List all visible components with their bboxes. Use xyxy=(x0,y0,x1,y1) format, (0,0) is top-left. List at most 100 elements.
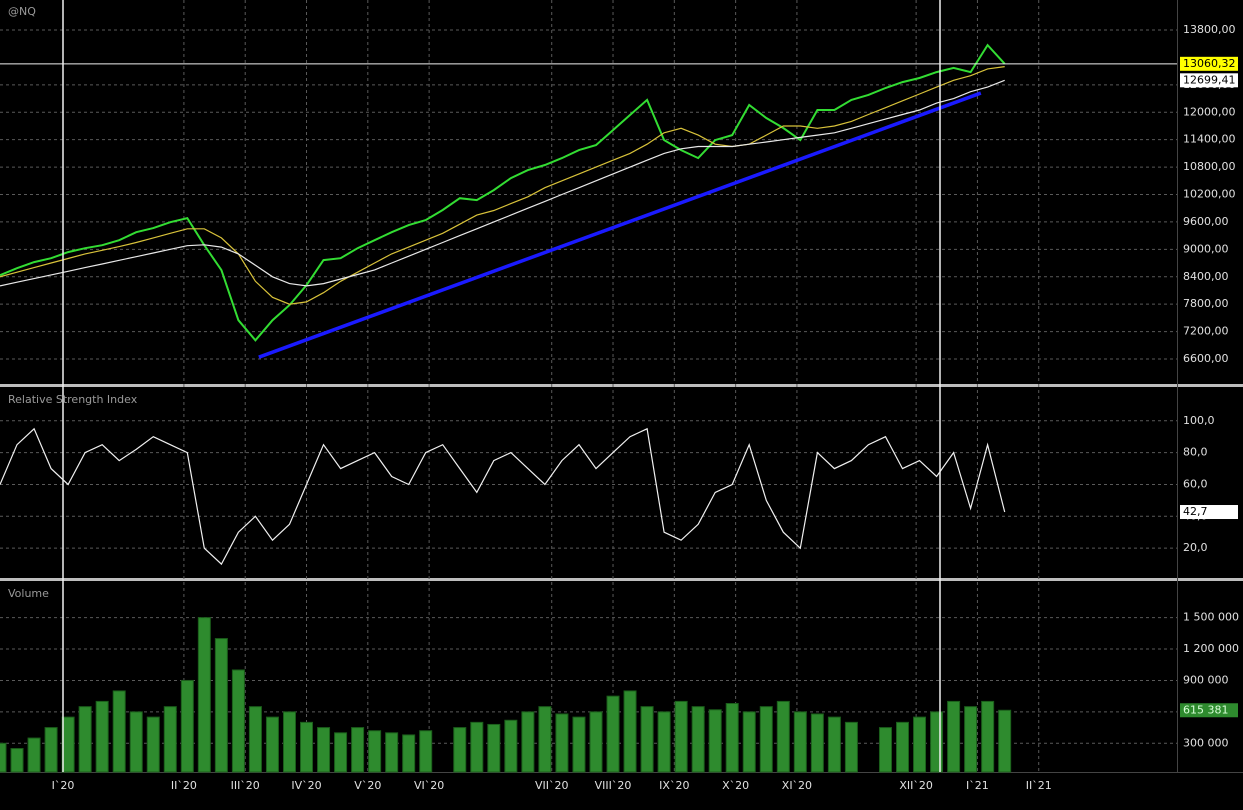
volume-bar xyxy=(793,711,807,773)
volume-bar xyxy=(487,723,501,773)
panel-title: Volume xyxy=(8,587,49,600)
y-tick-label: 9000,00 xyxy=(1183,242,1229,255)
y-tick-label: 100,0 xyxy=(1183,414,1215,427)
y-tick-label: 80,0 xyxy=(1183,446,1208,459)
volume-bar xyxy=(521,711,535,773)
series-line xyxy=(0,79,1005,287)
x-tick-label: XII`20 xyxy=(899,779,933,792)
volume-bar xyxy=(776,700,790,773)
volume-bar xyxy=(214,638,228,773)
volume-bar xyxy=(61,716,75,773)
volume-bar xyxy=(146,716,160,773)
x-tick-label: VII`20 xyxy=(535,779,569,792)
volume-bar xyxy=(657,711,671,773)
last-value-label: 42,7 xyxy=(1183,505,1208,518)
volume-bar xyxy=(606,695,620,773)
y-tick-label: 8400,00 xyxy=(1183,270,1229,283)
marks-layer xyxy=(0,43,1177,773)
volume-bar xyxy=(947,700,961,773)
volume-bar xyxy=(368,730,382,773)
last-value-box xyxy=(1180,56,1238,71)
volume-bar xyxy=(27,737,41,773)
volume-bar xyxy=(317,727,331,773)
volume-bar xyxy=(180,679,194,773)
x-tick-label: V`20 xyxy=(354,779,381,792)
volume-bar xyxy=(878,727,892,773)
y-tick-label: 9600,00 xyxy=(1183,215,1229,228)
y-tick-label: 300 000 xyxy=(1183,736,1229,749)
last-value-label: 12699,41 xyxy=(1183,73,1236,86)
x-tick-label: VI`20 xyxy=(414,779,444,792)
volume-bar xyxy=(300,721,314,773)
x-tick-label: IX`20 xyxy=(659,779,689,792)
volume-bar xyxy=(453,727,467,773)
volume-bar xyxy=(163,706,177,773)
y-tick-label: 10200,00 xyxy=(1183,188,1236,201)
volume-bar xyxy=(759,706,773,773)
volume-bar xyxy=(589,711,603,773)
y-tick-label: 20,0 xyxy=(1183,541,1208,554)
x-tick-label: VIII`20 xyxy=(595,779,632,792)
volume-bar xyxy=(95,700,109,773)
volume-bar xyxy=(231,669,245,773)
volume-bar xyxy=(282,711,296,773)
volume-bar xyxy=(998,709,1012,773)
y-tick-label: 7200,00 xyxy=(1183,325,1229,338)
series-line xyxy=(0,66,1005,305)
volume-bar xyxy=(555,713,569,773)
volume-bar xyxy=(419,730,433,773)
y-tick-label: 11400,00 xyxy=(1183,133,1236,146)
volume-bar xyxy=(913,716,927,773)
volume-bar xyxy=(78,706,92,773)
last-value-label: 13060,32 xyxy=(1183,57,1236,70)
last-value-label: 615 381 xyxy=(1183,703,1229,716)
x-tick-label: X`20 xyxy=(722,779,749,792)
volume-bar xyxy=(725,702,739,773)
volume-bar xyxy=(351,727,365,773)
x-tick-label: III`20 xyxy=(231,779,260,792)
volume-bar xyxy=(708,709,722,773)
x-tick-label: II`20 xyxy=(171,779,197,792)
volume-bar xyxy=(470,721,484,773)
y-tick-label: 12000,00 xyxy=(1183,105,1236,118)
volume-bar xyxy=(265,716,279,773)
volume-bar xyxy=(964,706,978,773)
y-tick-label: 6600,00 xyxy=(1183,352,1229,365)
series-line xyxy=(0,427,1006,566)
volume-bar xyxy=(402,734,416,773)
volume-bar xyxy=(844,721,858,773)
series-line xyxy=(0,43,1006,342)
volume-bar xyxy=(930,711,944,773)
x-tick-label: XI`20 xyxy=(782,779,812,792)
volume-bar xyxy=(538,706,552,773)
volume-bar xyxy=(504,719,518,773)
x-tick-label: I`20 xyxy=(52,779,75,792)
volume-bar xyxy=(385,732,399,773)
y-tick-label: 1 500 000 xyxy=(1183,611,1239,624)
panel-title: Relative Strength Index xyxy=(8,393,138,406)
last-value-box xyxy=(1180,703,1238,718)
volume-bar xyxy=(981,700,995,773)
volume-bar xyxy=(623,690,637,773)
volume-bar xyxy=(0,742,7,773)
volume-bar xyxy=(10,748,24,773)
volume-bar xyxy=(827,716,841,773)
volume-bar xyxy=(129,711,143,773)
y-tick-label: 7800,00 xyxy=(1183,297,1229,310)
x-tick-label: II`21 xyxy=(1026,779,1052,792)
volume-bar xyxy=(197,617,211,773)
labels-layer: @NQ 6600,00 7200,00 7800,00 8400,00 9000,00 96… xyxy=(8,5,1239,792)
y-tick-label: 10800,00 xyxy=(1183,160,1236,173)
volume-bar xyxy=(112,690,126,773)
last-value-box xyxy=(1180,505,1238,520)
volume-bar xyxy=(248,706,262,773)
y-tick-label: 900 000 xyxy=(1183,673,1229,686)
volume-bar xyxy=(572,716,586,773)
volume-bar xyxy=(810,713,824,773)
trendline xyxy=(258,91,982,359)
volume-bar xyxy=(674,700,688,773)
y-tick-label: 13800,00 xyxy=(1183,23,1236,36)
volume-bar xyxy=(334,732,348,773)
y-tick-label: 60,0 xyxy=(1183,477,1208,490)
